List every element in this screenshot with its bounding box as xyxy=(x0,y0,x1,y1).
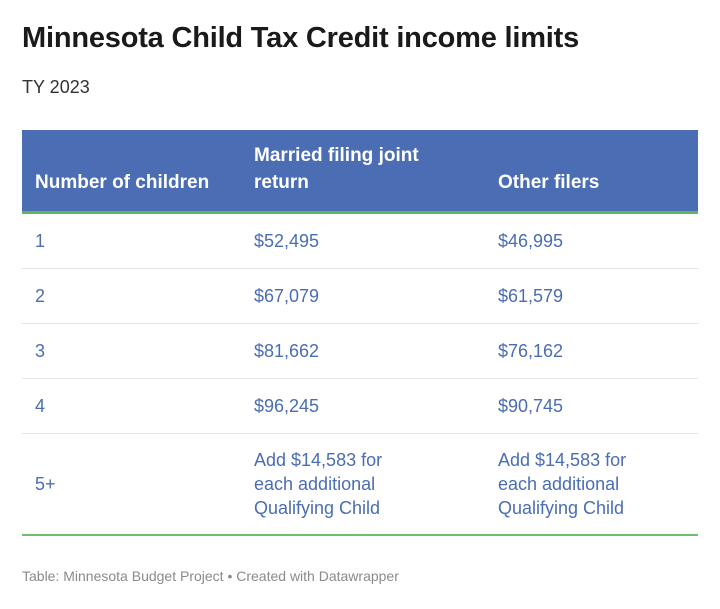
table-cell: $90,745 xyxy=(485,378,698,434)
table-cell: $61,579 xyxy=(485,268,698,324)
table-cell: 3 xyxy=(22,323,241,379)
table-row: 1 $52,495 $46,995 xyxy=(22,212,698,269)
table-cell: $46,995 xyxy=(485,212,698,269)
table-cell: $81,662 xyxy=(241,323,485,379)
table-cell: Add $14,583 for each additional Qualifyi… xyxy=(241,433,485,536)
table-body: 1 $52,495 $46,995 2 $67,079 $61,579 3 $81,662 $7… xyxy=(22,212,698,536)
table-cell: $76,162 xyxy=(485,323,698,379)
table-cell: $96,245 xyxy=(241,378,485,434)
header-row: Number of children Married filing joint r… xyxy=(22,130,698,214)
table-row: 2 $67,079 $61,579 xyxy=(22,268,698,324)
table: Number of children Married filing joint r… xyxy=(22,130,698,536)
table-row: 4 $96,245 $90,745 xyxy=(22,378,698,434)
column-header: Married filing joint return xyxy=(241,130,485,214)
table-row: 3 $81,662 $76,162 xyxy=(22,323,698,379)
footer: Table: Minnesota Budget Project • Create… xyxy=(22,568,399,584)
table-row: 5+ Add $14,583 for each additional Qualif… xyxy=(22,433,698,536)
table-head: Number of children Married filing joint r… xyxy=(22,130,698,214)
table-cell: 1 xyxy=(22,212,241,269)
subtitle: TY 2023 xyxy=(22,77,90,97)
table-cell: 2 xyxy=(22,268,241,324)
title: Minnesota Child Tax Credit income limits xyxy=(22,22,580,54)
table-cell: 5+ xyxy=(22,433,241,536)
table-cell: $67,079 xyxy=(241,268,485,324)
column-header: Number of children xyxy=(22,130,241,214)
column-header: Other filers xyxy=(485,130,698,214)
table-cell: $52,495 xyxy=(241,212,485,269)
table-cell: Add $14,583 for each additional Qualifyi… xyxy=(485,433,698,536)
table-cell: 4 xyxy=(22,378,241,434)
